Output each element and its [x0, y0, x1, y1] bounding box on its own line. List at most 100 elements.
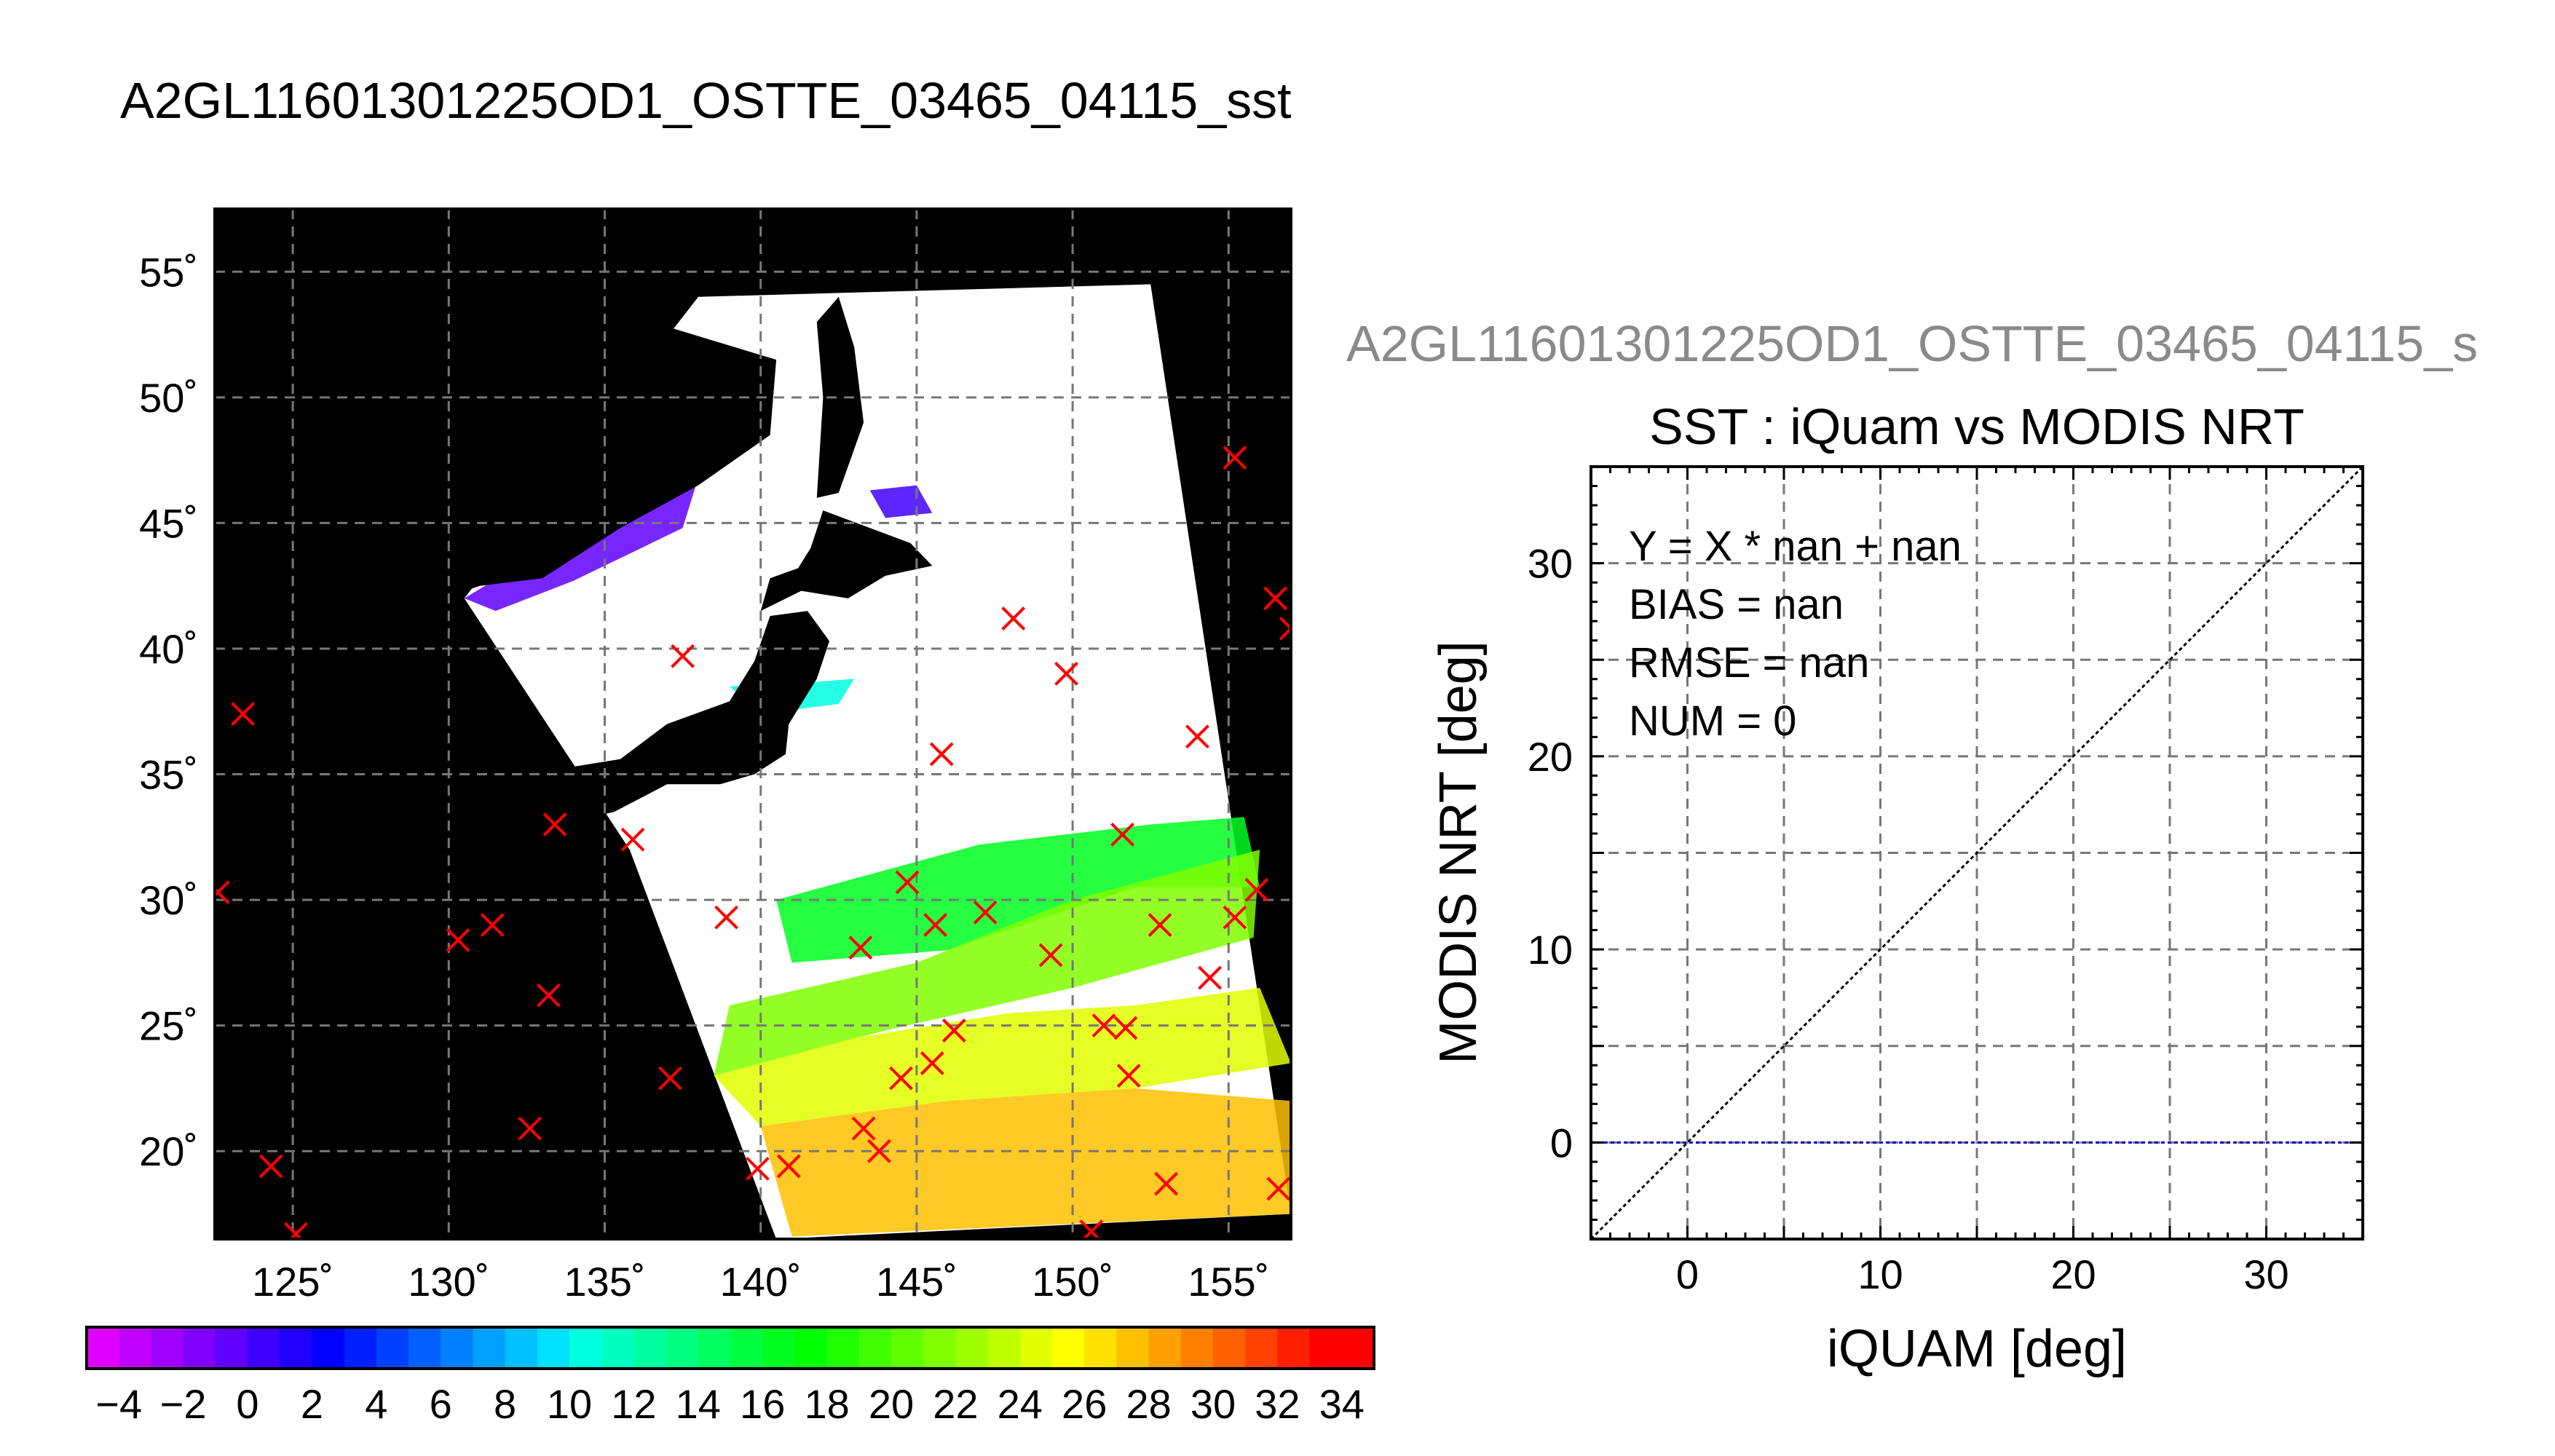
colorbar-cell [730, 1327, 763, 1369]
colorbar-cell [312, 1327, 345, 1369]
colorbar-cell [666, 1327, 699, 1369]
insitu-marker [746, 1156, 770, 1181]
colorbar-cell [1019, 1327, 1053, 1369]
scatter-annotation: NUM = 0 [1629, 697, 1796, 745]
colorbar-tick-label: 32 [1255, 1381, 1300, 1427]
colorbar-cell [1180, 1327, 1214, 1369]
map-lat-tick-label: 45˚ [139, 500, 198, 546]
colorbar-cell [505, 1327, 538, 1369]
scatter-x-axis-label: iQUAM [deg] [1827, 1320, 2127, 1378]
colorbar-tick-label: −2 [160, 1381, 207, 1427]
insitu-marker [1001, 606, 1026, 630]
land-mass [215, 209, 777, 662]
map-lon-tick-label: 155˚ [1188, 1259, 1269, 1305]
scatter-x-tick-label: 30 [2243, 1251, 2289, 1297]
colorbar-cells [87, 1327, 1375, 1369]
map-grid-layer [215, 209, 1291, 1239]
colorbar-tick-label: 20 [869, 1381, 914, 1427]
colorbar-tick-label: 12 [611, 1381, 656, 1427]
colorbar-cell [1309, 1327, 1343, 1369]
sst-region [776, 817, 1260, 963]
insitu-marker [1223, 446, 1247, 470]
sst-colorbar: −4 −2 0 2 4 6 8 10 12 14 16 18 20 22 24 26 28 30 32 34 [85, 1326, 1375, 1427]
map-lon-tick-label: 130˚ [408, 1259, 489, 1305]
map-lat-tick-label: 50˚ [139, 375, 198, 421]
colorbar-cell [794, 1327, 828, 1369]
map-land-layer [215, 209, 933, 868]
sst-map-panel: 125˚ 130˚ 135˚ 140˚ 145˚ 150˚ 155˚ 55˚ 50˚ 45˚ 40… [139, 207, 1292, 1305]
insitu-marker [620, 827, 645, 852]
insitu-marker [776, 1154, 801, 1179]
map-lat-tick-label: 30˚ [139, 877, 198, 923]
colorbar-cell [1116, 1327, 1150, 1369]
colorbar-tick-label: 8 [494, 1381, 516, 1427]
insitu-marker [536, 983, 561, 1008]
insitu-marker [714, 905, 739, 930]
colorbar-cell [248, 1327, 280, 1369]
insitu-marker [1244, 877, 1269, 902]
insitu-marker [1054, 662, 1078, 686]
insitu-marker [973, 900, 998, 925]
insitu-marker [920, 1051, 944, 1075]
colorbar-cell [601, 1327, 634, 1369]
colorbar-cell [762, 1327, 795, 1369]
scatter-y-tick-labels: 0 10 20 30 [1528, 541, 1573, 1166]
scatter-y-tick-label: 0 [1550, 1120, 1573, 1166]
scatter-frame [1590, 465, 2364, 1241]
insitu-marker [542, 812, 567, 836]
map-lat-tick-label: 35˚ [139, 752, 198, 798]
insitu-marker [1116, 1064, 1141, 1088]
insitu-marker [1091, 1013, 1116, 1038]
scatter-y-tick-label: 20 [1528, 734, 1573, 780]
insitu-marker [889, 1066, 913, 1091]
colorbar-cell [87, 1327, 119, 1369]
colorbar-cell [891, 1327, 924, 1369]
insitu-marker [446, 927, 470, 952]
colorbar-cell [955, 1327, 989, 1369]
colorbar-cell [441, 1327, 473, 1369]
colorbar-cell [280, 1327, 312, 1369]
insitu-marker [231, 702, 255, 727]
insitu-marker [1263, 586, 1287, 611]
scatter-grid [1591, 467, 2363, 1239]
colorbar-cell [376, 1327, 409, 1369]
insitu-marker [1154, 1171, 1179, 1196]
colorbar-cell [1277, 1327, 1311, 1369]
sst-region [714, 987, 1291, 1126]
colorbar-tick-label: 10 [547, 1381, 592, 1427]
map-lon-tick-label: 125˚ [252, 1259, 333, 1305]
land-mass [280, 585, 465, 787]
scatter-y-tick-label: 30 [1528, 541, 1573, 587]
colorbar-frame [85, 1326, 1375, 1370]
insitu-marker [1266, 1176, 1291, 1201]
colorbar-tick-labels: −4 −2 0 2 4 6 8 10 12 14 16 18 20 22 24 26 28 30 32 34 [95, 1381, 1365, 1427]
insitu-marker [1110, 822, 1135, 847]
colorbar-cell [1084, 1327, 1117, 1369]
colorbar-tick-label: 22 [933, 1381, 978, 1427]
sst-scatter-panel: SST : iQuam vs MODIS NRT 0 10 20 30 0 10 20 30… [1429, 398, 2364, 1378]
colorbar-tick-label: −4 [95, 1381, 142, 1427]
colorbar-cell [344, 1327, 377, 1369]
scatter-reference-lines [1591, 467, 2363, 1239]
scatter-y-axis-label: MODIS NRT [deg] [1429, 641, 1488, 1064]
map-lat-tick-label: 55˚ [139, 249, 198, 295]
map-points-layer [215, 446, 1291, 1239]
one-to-one-line [1591, 467, 2363, 1239]
map-lon-tick-label: 140˚ [720, 1259, 802, 1305]
colorbar-tick-label: 0 [236, 1381, 258, 1427]
colorbar-cell [858, 1327, 892, 1369]
insitu-marker [848, 935, 873, 960]
insitu-marker [941, 1018, 966, 1042]
scatter-x-tick-label: 20 [2050, 1251, 2096, 1297]
colorbar-cell [408, 1327, 441, 1369]
insitu-marker [671, 644, 695, 668]
colorbar-cell [1213, 1327, 1246, 1369]
scatter-annotation: RMSE = nan [1629, 639, 1869, 687]
sst-region [714, 850, 1260, 1076]
insitu-marker [1185, 724, 1209, 749]
insitu-marker [658, 1066, 682, 1091]
colorbar-cell [569, 1327, 602, 1369]
colorbar-cell [119, 1327, 151, 1369]
colorbar-tick-label: 2 [301, 1381, 323, 1427]
scatter-title: SST : iQuam vs MODIS NRT [1649, 398, 2305, 455]
